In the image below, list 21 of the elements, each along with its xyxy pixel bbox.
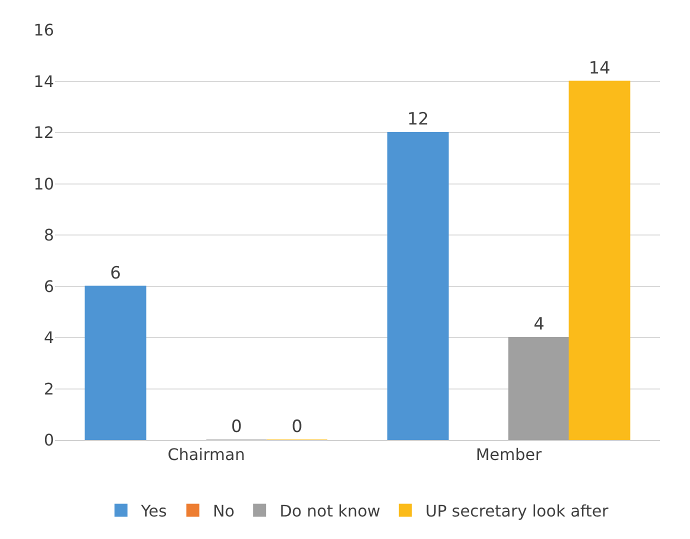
y-tick-label: 10 — [34, 174, 54, 194]
data-label: 0 — [292, 417, 302, 437]
data-label: 12 — [407, 110, 429, 130]
data-label: 6 — [110, 263, 121, 284]
x-tick-label: Member — [476, 445, 542, 464]
legend-label: No — [212, 501, 235, 520]
data-label: 0 — [231, 417, 242, 437]
x-tick-label: Chairman — [168, 445, 245, 464]
legend-label: Yes — [140, 501, 167, 520]
y-tick-label: 8 — [44, 226, 54, 245]
y-tick-label: 0 — [44, 430, 54, 450]
data-label: 4 — [534, 314, 544, 334]
y-tick-label: 16 — [34, 20, 54, 40]
data-label: 14 — [588, 58, 610, 78]
y-tick-label: 2 — [44, 379, 54, 398]
y-tick-label: 14 — [34, 72, 54, 91]
y-tick-label: 4 — [44, 328, 54, 348]
legend-label: Do not know — [280, 501, 380, 520]
y-tick-label: 6 — [44, 276, 54, 296]
legend-label: UP secretary look after — [425, 501, 609, 520]
y-tick-label: 12 — [34, 123, 54, 142]
